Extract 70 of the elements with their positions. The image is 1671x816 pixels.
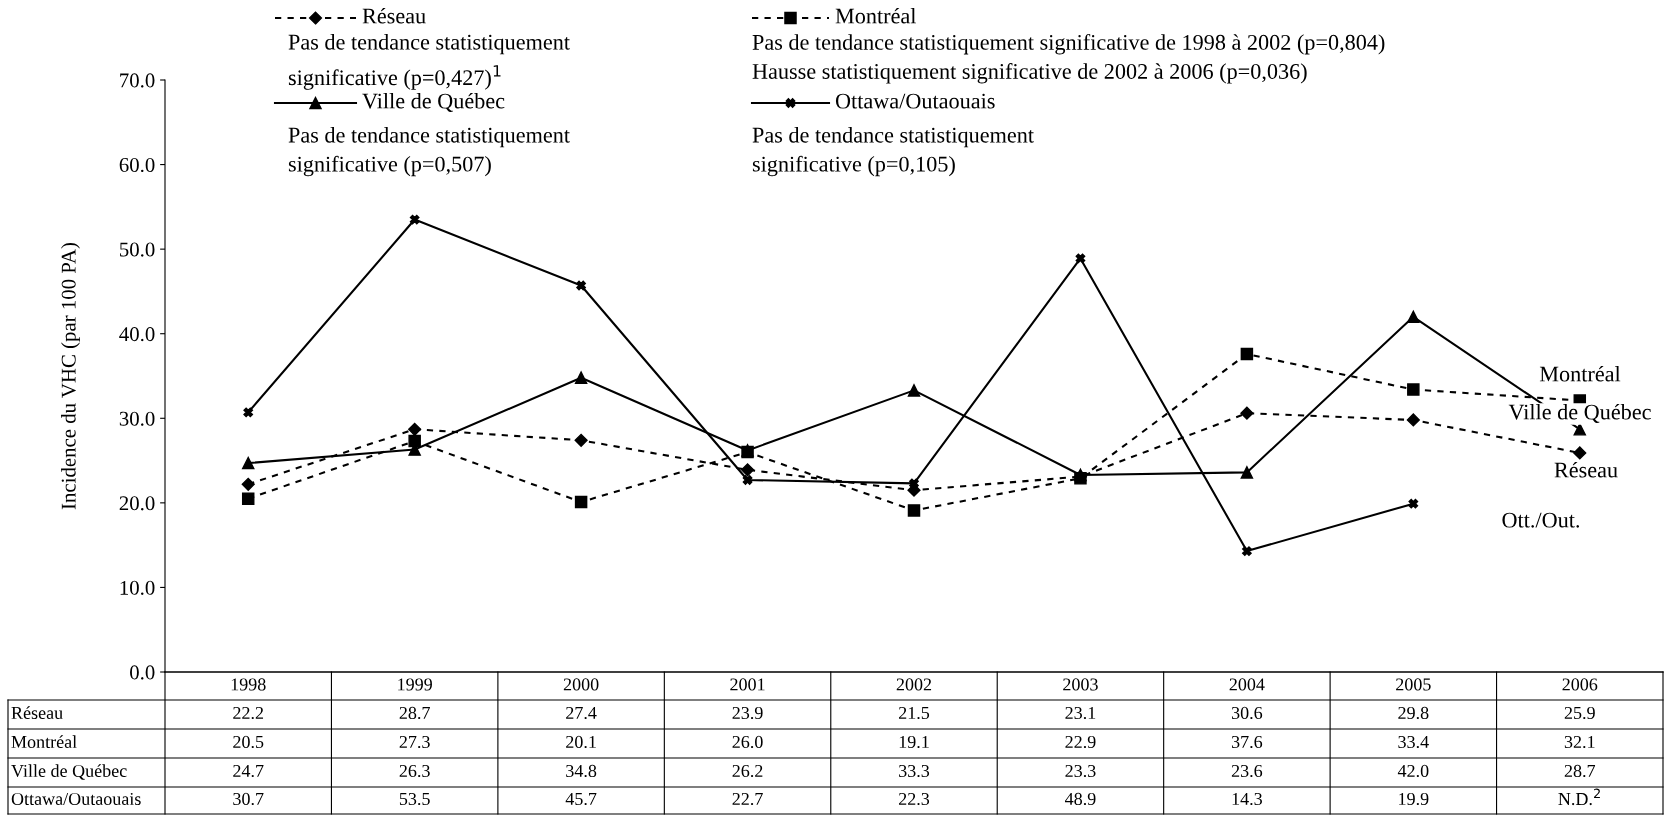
- data-label: 19.9: [1399, 792, 1429, 806]
- text: Ville de Québec: [11, 764, 127, 780]
- data-label: 22.2: [233, 706, 264, 720]
- data-label: 23.1: [1065, 706, 1096, 720]
- y-tick-label: 0.0: [130, 665, 155, 680]
- data-label: 23.9: [732, 706, 763, 720]
- x-tick-label: 1998: [231, 678, 266, 691]
- data-label: 21.5: [898, 706, 930, 720]
- data-label: 33.4: [1398, 735, 1429, 749]
- data-label: 37.6: [1231, 735, 1263, 749]
- data-label: 48.9: [1065, 792, 1096, 806]
- y-tick-label: 50.0: [120, 242, 155, 257]
- text: Ottawa/Outaouais: [11, 792, 141, 806]
- data-label: 14.3: [1232, 792, 1262, 806]
- annotation: Ott./Out.: [1502, 512, 1580, 528]
- annotation: Montréal: [1539, 365, 1621, 382]
- data-label: 27.4: [566, 706, 597, 720]
- data-label: 42.0: [1397, 764, 1429, 778]
- legend-label: Ville de Québec: [362, 92, 505, 112]
- x-tick-label: 1999: [398, 678, 432, 691]
- text: Montréal: [11, 735, 77, 749]
- data-label: 53.5: [399, 792, 430, 806]
- y-tick-label: 70.0: [120, 73, 155, 88]
- data-label: 45.7: [565, 792, 597, 806]
- data-label: 23.3: [1065, 764, 1096, 778]
- legend-label: Ottawa/Outaouais: [835, 93, 995, 109]
- annotation: Pas de tendance statistiquement significative (p=0,105): [752, 127, 1034, 177]
- annotation: Pas de tendance statistiquement significative de 1998 à 2002 (p=0,804) Hausse statistiquement significative de 2002 à 2006 (p=0,036): [752, 34, 1385, 84]
- legend-label: Montréal: [835, 7, 917, 24]
- data-label: 26.3: [399, 764, 430, 778]
- data-label: 20.1: [566, 735, 596, 749]
- data-label: 23.6: [1231, 764, 1263, 778]
- data-label: 24.7: [233, 764, 264, 778]
- x-tick-label: 2000: [563, 678, 599, 691]
- data-label: 30.7: [233, 792, 264, 806]
- data-label: 27.3: [399, 735, 430, 749]
- data-label: 26.2: [732, 764, 763, 778]
- data-label: 22.3: [898, 792, 930, 806]
- data-label: 32.1: [1564, 735, 1595, 749]
- text: Réseau: [11, 706, 63, 720]
- x-tick-label: 2002: [896, 678, 932, 691]
- annotation: Pas de tendance statistiquement significative (p=0,427)$^{1}$: [288, 34, 570, 90]
- annotation: Pas de tendance statistiquement significative (p=0,507): [288, 127, 570, 177]
- y-tick-label: 40.0: [119, 327, 155, 342]
- annotation: Ville de Québec: [1508, 403, 1651, 423]
- data-label: 28.7: [1564, 764, 1596, 778]
- annotation: Réseau: [1554, 461, 1618, 478]
- data-label: 22.9: [1065, 735, 1096, 749]
- y-tick-label: 20.0: [119, 496, 155, 511]
- data-label: 30.6: [1231, 706, 1263, 720]
- x-tick-label: 2004: [1229, 678, 1265, 691]
- y-tick-label: 60.0: [119, 157, 155, 173]
- y-axis-title: Incidence du VHC (par 100 PA): [61, 242, 80, 510]
- data-label: 29.8: [1398, 706, 1429, 720]
- data-label: 19.1: [899, 735, 929, 749]
- data-label: 33.3: [899, 764, 930, 778]
- x-tick-label: 2003: [1063, 678, 1098, 691]
- y-tick-label: 10.0: [120, 580, 155, 595]
- x-tick-label: 2005: [1396, 678, 1431, 691]
- data-label: 28.7: [399, 706, 430, 720]
- data-label: 20.5: [233, 735, 264, 749]
- y-tick-label: 30.0: [119, 411, 155, 426]
- x-tick-label: 2006: [1562, 678, 1598, 691]
- data-label: 34.8: [566, 764, 597, 778]
- x-tick-label: 2001: [730, 678, 765, 691]
- text: N.D.$^{2}$: [1558, 788, 1600, 806]
- legend-label: Réseau: [362, 7, 426, 24]
- data-label: 25.9: [1564, 706, 1595, 720]
- data-label: 26.0: [732, 735, 763, 749]
- data-label: 22.7: [732, 792, 763, 806]
